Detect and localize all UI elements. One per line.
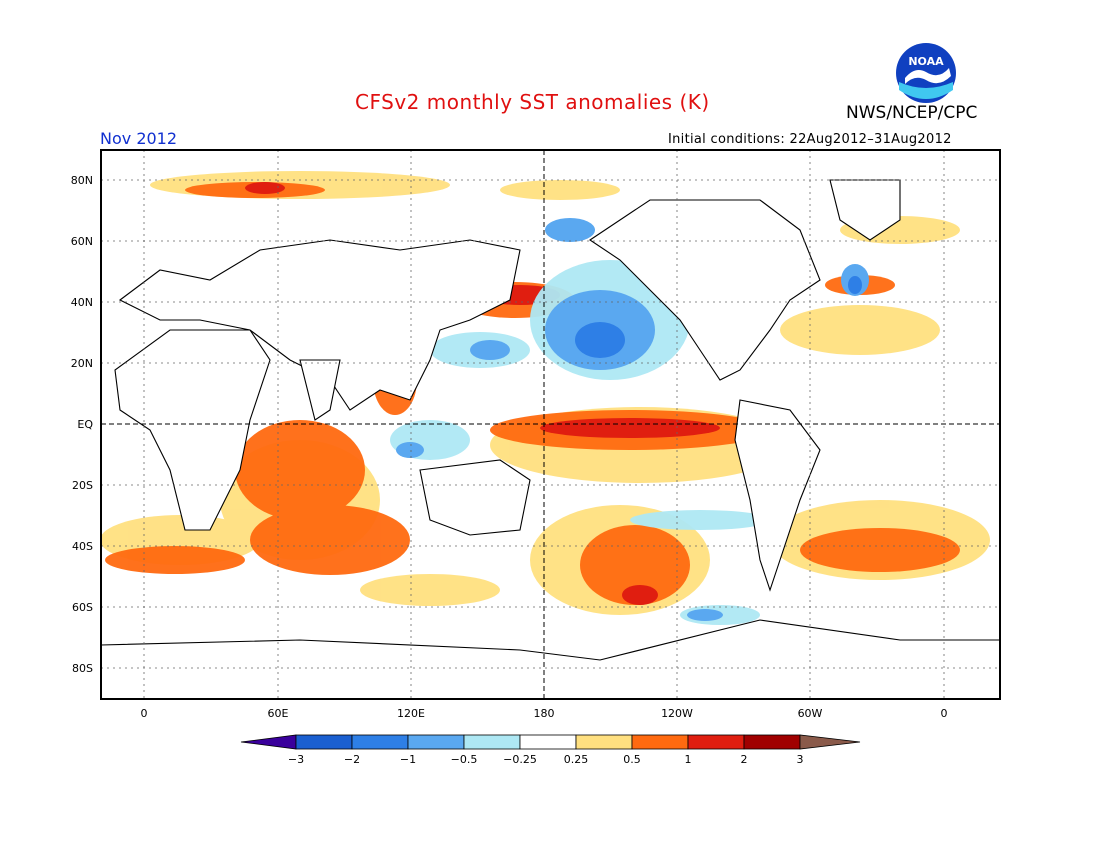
- colorbar-label: −3: [288, 753, 304, 766]
- colorbar-label: 0.5: [623, 753, 641, 766]
- colorbar-label: −0.5: [451, 753, 478, 766]
- colorbar-swatch: [407, 734, 465, 750]
- agency-label: NWS/NCEP/CPC: [846, 103, 978, 123]
- colorbar-label: −2: [344, 753, 360, 766]
- map-frame: [100, 149, 1001, 700]
- latitude-labels: 80N 60N 40N 20N EQ 20S 40S 60S 80S: [71, 174, 94, 675]
- lon-label: 60E: [268, 707, 289, 720]
- coastlines: [101, 179, 1000, 699]
- svg-text:NOAA: NOAA: [908, 55, 944, 68]
- lat-label: 40S: [72, 540, 93, 553]
- colorbar-label: 0.25: [564, 753, 589, 766]
- colorbar-swatch: [687, 734, 745, 750]
- lat-label: 80N: [71, 174, 93, 187]
- colorbar-swatch: [463, 734, 521, 750]
- valid-month-label: Nov 2012: [100, 129, 178, 148]
- equator-dateline: [101, 150, 1000, 699]
- lon-label: 180: [534, 707, 555, 720]
- lon-label: 120E: [397, 707, 425, 720]
- chart-title: CFSv2 monthly SST anomalies (K): [355, 90, 710, 114]
- colorbar-swatch: [519, 734, 577, 750]
- colorbar-swatch: [631, 734, 689, 750]
- graticule: [101, 150, 1000, 699]
- colorbar: −3 −2 −1 −0.5 −0.25 0.25 0.5 1 2 3: [240, 734, 861, 766]
- colorbar-swatch: [575, 734, 633, 750]
- lat-label: 20S: [72, 479, 93, 492]
- lon-label: 0: [141, 707, 148, 720]
- colorbar-swatch: [295, 734, 353, 750]
- colorbar-label: 3: [797, 753, 804, 766]
- lon-label: 0: [941, 707, 948, 720]
- lon-label: 120W: [661, 707, 693, 720]
- lat-label: 40N: [71, 296, 93, 309]
- longitude-labels: 0 60E 120E 180 120W 60W 0: [141, 707, 948, 720]
- noaa-logo-icon: NOAA: [896, 43, 956, 103]
- lat-label: 80S: [72, 662, 93, 675]
- lon-label: 60W: [798, 707, 823, 720]
- colorbar-left-arrow: [240, 734, 297, 750]
- colorbar-label: −1: [400, 753, 416, 766]
- initial-conditions-label: Initial conditions: 22Aug2012–31Aug2012: [668, 132, 952, 147]
- colorbar-label: −0.25: [503, 753, 537, 766]
- lat-label: 20N: [71, 357, 93, 370]
- colorbar-right-arrow: [799, 734, 861, 750]
- colorbar-label: 2: [741, 753, 748, 766]
- lat-label: 60N: [71, 235, 93, 248]
- colorbar-swatch: [743, 734, 801, 750]
- lat-label: 60S: [72, 601, 93, 614]
- colorbar-swatch: [351, 734, 409, 750]
- anomaly-field: [101, 150, 1000, 699]
- colorbar-label: 1: [685, 753, 692, 766]
- lat-label: EQ: [77, 418, 93, 431]
